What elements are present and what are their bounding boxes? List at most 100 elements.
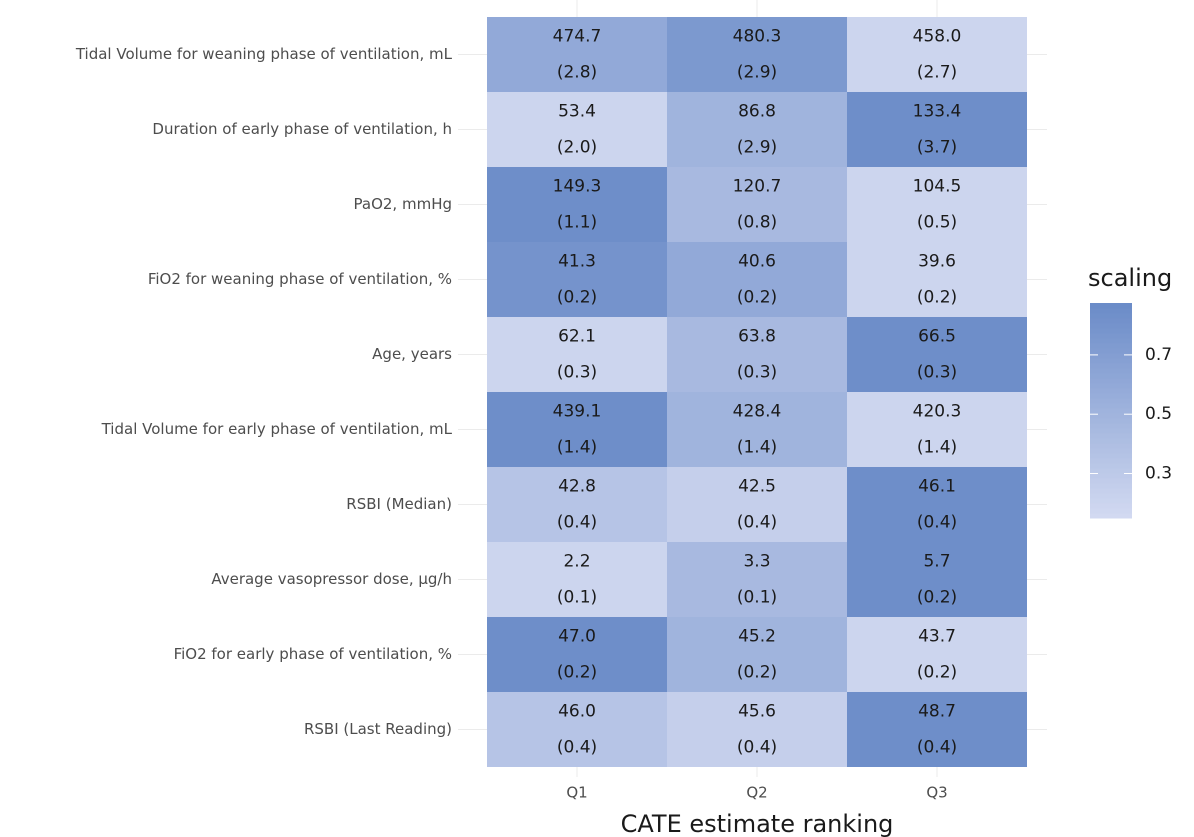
x-tick-label: Q2 [746,784,767,802]
colorbar-segment [1090,453,1132,459]
cell-mean: 439.1 [553,402,602,422]
colorbar-segment [1090,438,1132,444]
cell-se: (0.2) [917,288,957,308]
x-tick-label: Q3 [926,784,947,802]
cell-mean: 480.3 [733,27,782,47]
colorbar-segment [1090,338,1132,344]
colorbar-segment [1090,423,1132,429]
cell-se: (0.4) [737,513,777,533]
cell-mean: 63.8 [738,327,776,347]
cell [847,692,1027,767]
cell-se: (0.2) [917,588,957,608]
colorbar-segment [1090,503,1132,509]
cell [847,167,1027,242]
cell-mean: 48.7 [918,702,956,722]
cell [667,167,847,242]
cell-se: (2.9) [737,63,777,83]
cell-se: (0.2) [737,663,777,683]
colorbar-segment [1090,333,1132,339]
cell [667,242,847,317]
cell-se: (0.2) [917,663,957,683]
colorbar-segment [1090,313,1132,319]
colorbar-segment [1090,488,1132,494]
cell [487,167,667,242]
cell-mean: 45.6 [738,702,776,722]
cell-se: (1.4) [557,438,597,458]
row-label: PaO2, mmHg [354,195,452,213]
cell-se: (0.1) [557,588,597,608]
cell [847,17,1027,92]
cell-mean: 39.6 [918,252,956,272]
row-label: Age, years [372,345,452,363]
cell-se: (2.0) [557,138,597,158]
cell-se: (0.3) [737,363,777,383]
colorbar-segment [1090,368,1132,374]
legend-tick-label: 0.7 [1145,345,1172,365]
cell [847,542,1027,617]
cell-mean: 104.5 [913,177,962,197]
cell-mean: 149.3 [553,177,602,197]
cell [847,317,1027,392]
cell-se: (1.4) [737,438,777,458]
cell [667,392,847,467]
cell-se: (0.2) [557,288,597,308]
cell [667,542,847,617]
cell [667,617,847,692]
cell [667,17,847,92]
colorbar-segment [1090,388,1132,394]
cell [487,392,667,467]
colorbar-segment [1090,513,1132,519]
colorbar-segment [1090,318,1132,324]
cell-mean: 66.5 [918,327,956,347]
cell-se: (0.4) [737,738,777,758]
cell [847,467,1027,542]
cell-mean: 53.4 [558,102,596,122]
colorbar-segment [1090,358,1132,364]
cell [487,317,667,392]
cell-mean: 47.0 [558,627,596,647]
row-label: FiO2 for early phase of ventilation, % [174,645,452,663]
colorbar-segment [1090,343,1132,349]
colorbar-segment [1090,463,1132,469]
cell [487,542,667,617]
cell [667,467,847,542]
cell-se: (2.9) [737,138,777,158]
x-axis-title: CATE estimate ranking [621,810,894,837]
cell-se: (0.1) [737,588,777,608]
cell-mean: 2.2 [563,552,590,572]
cell-se: (1.1) [557,213,597,233]
colorbar-segment [1090,478,1132,484]
cell [847,242,1027,317]
colorbar-segment [1090,483,1132,489]
colorbar-segment [1090,493,1132,499]
colorbar-segment [1090,403,1132,409]
colorbar-segment [1090,468,1132,474]
cell [487,467,667,542]
cell-se: (1.4) [917,438,957,458]
colorbar-segment [1090,373,1132,379]
cell [667,92,847,167]
colorbar-segment [1090,473,1132,479]
legend-tick-label: 0.3 [1145,464,1172,484]
cell [667,317,847,392]
row-label: Duration of early phase of ventilation, … [152,120,452,138]
colorbar-segment [1090,498,1132,504]
cell-mean: 133.4 [913,102,962,122]
cell-mean: 45.2 [738,627,776,647]
cell [847,392,1027,467]
cell-mean: 420.3 [913,402,962,422]
colorbar-segment [1090,398,1132,404]
cell-se: (2.7) [917,63,957,83]
row-label: Average vasopressor dose, µg/h [211,570,452,588]
row-label: Tidal Volume for weaning phase of ventil… [75,45,453,63]
cell-mean: 41.3 [558,252,596,272]
cell-se: (0.2) [737,288,777,308]
cell [487,242,667,317]
cell [487,92,667,167]
colorbar-segment [1090,353,1132,359]
cell-mean: 86.8 [738,102,776,122]
cell-se: (0.3) [557,363,597,383]
cell [847,92,1027,167]
colorbar-segment [1090,458,1132,464]
cell-mean: 42.8 [558,477,596,497]
